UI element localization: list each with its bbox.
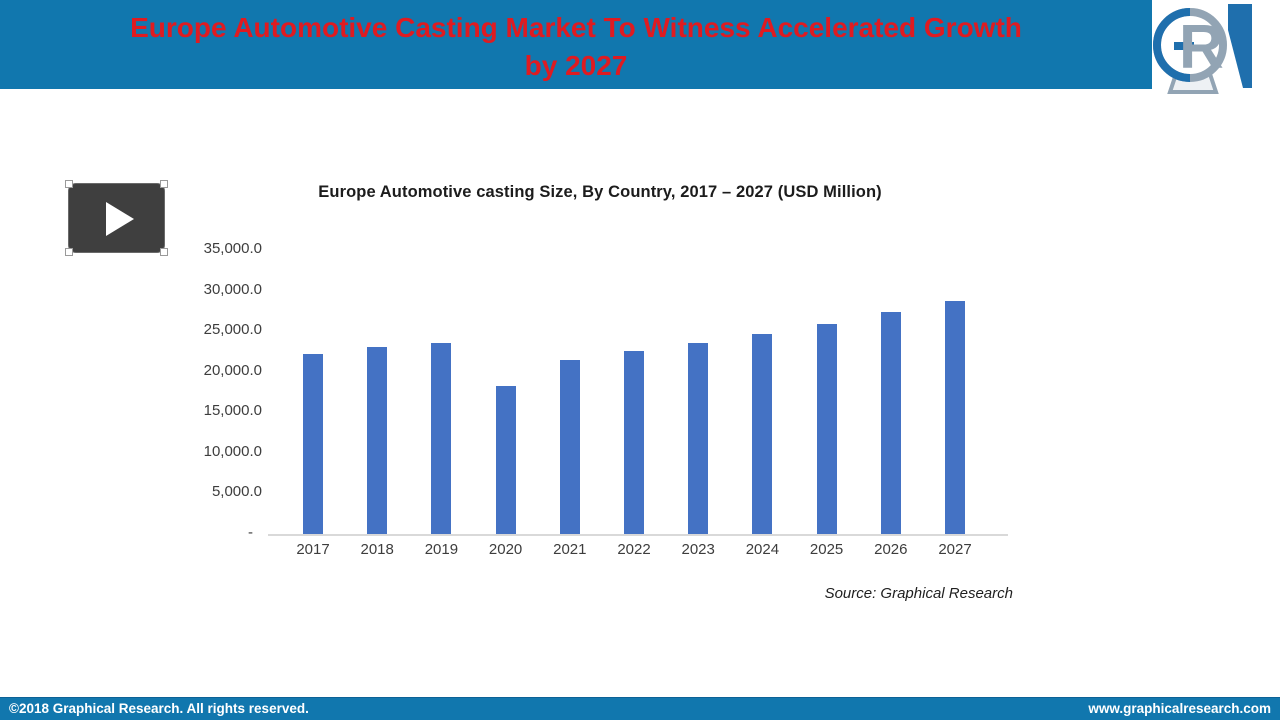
x-axis-tick-label: 2018 xyxy=(360,541,394,558)
source-note: Source: Graphical Research xyxy=(824,585,1013,602)
y-axis-tick-label: 20,000.0 xyxy=(203,361,262,379)
bar-2021 xyxy=(559,359,580,534)
copyright-text: ©2018 Graphical Research. All rights res… xyxy=(9,701,309,716)
selection-handle[interactable] xyxy=(65,248,73,256)
y-axis-tick-label: - xyxy=(248,524,253,541)
svg-text:R: R xyxy=(1179,13,1224,82)
x-axis-tick-label: 2019 xyxy=(424,541,459,558)
bar-2019 xyxy=(431,343,452,534)
play-icon xyxy=(106,202,134,236)
x-axis-tick-label: 2024 xyxy=(745,541,780,558)
bar-2026 xyxy=(880,312,901,534)
website-url: www.graphicalresearch.com xyxy=(1088,701,1271,716)
y-axis-tick-label: 35,000.0 xyxy=(203,240,262,257)
bar-2025 xyxy=(816,323,837,534)
x-axis-tick-label: 2022 xyxy=(617,541,651,558)
y-axis-tick-label: 30,000.0 xyxy=(203,280,262,298)
x-axis-tick-label: 2021 xyxy=(553,541,587,558)
selection-handle[interactable] xyxy=(160,180,168,188)
bar-2018 xyxy=(367,347,388,534)
y-axis-tick-label: 15,000.0 xyxy=(203,402,262,420)
x-axis-tick-label: 2025 xyxy=(809,541,844,558)
video-play-button[interactable] xyxy=(65,180,168,256)
gr-logo-icon: R xyxy=(1153,4,1252,94)
logo: R xyxy=(1152,0,1280,98)
header-band: Europe Automotive Casting Market To Witn… xyxy=(0,0,1152,89)
bar-2024 xyxy=(752,334,773,534)
bar-2020 xyxy=(495,386,516,534)
x-axis-line xyxy=(268,534,1008,536)
bar-2017 xyxy=(303,353,323,534)
slide-title-line2: by 2027 xyxy=(524,50,628,81)
slide-title: Europe Automotive Casting Market To Witn… xyxy=(0,9,1152,85)
x-axis-tick-label: 2023 xyxy=(681,541,715,558)
bar-2027 xyxy=(945,301,965,534)
footer-band: ©2018 Graphical Research. All rights res… xyxy=(0,697,1280,720)
x-axis-tick-label: 2027 xyxy=(938,541,972,558)
selection-handle[interactable] xyxy=(160,248,168,256)
bar-2023 xyxy=(688,342,709,534)
y-axis-tick-label: 10,000.0 xyxy=(203,442,262,460)
slide-title-line1: Europe Automotive Casting Market To Witn… xyxy=(130,12,1022,43)
y-axis-tick-label: 25,000.0 xyxy=(203,321,262,339)
x-axis-tick-label: 2026 xyxy=(874,541,908,558)
chart-title: Europe Automotive casting Size, By Count… xyxy=(318,183,882,201)
y-axis-tick-label: 5,000.0 xyxy=(211,483,262,501)
bar-2022 xyxy=(624,351,644,534)
x-axis-tick-label: 2020 xyxy=(488,541,523,558)
x-axis-tick-label: 2017 xyxy=(296,541,330,558)
selection-handle[interactable] xyxy=(65,180,73,188)
